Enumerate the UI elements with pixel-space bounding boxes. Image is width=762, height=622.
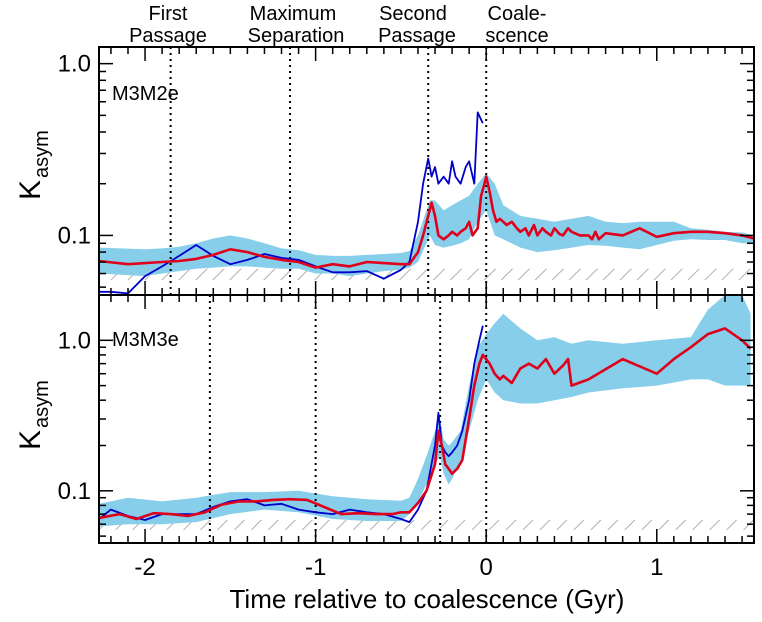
event-label-coalescence-line2: scence bbox=[485, 25, 548, 47]
event-label-first-passage-line1: First bbox=[149, 3, 188, 25]
y-tick-label-bottom: 1.0 bbox=[58, 327, 91, 354]
x-tick-label: -2 bbox=[134, 554, 155, 581]
panel-label-bottom: M3M3e bbox=[112, 329, 179, 351]
event-label-second-passage-line1: Second bbox=[379, 3, 447, 25]
plot-area-top bbox=[99, 47, 754, 295]
ylabel-top-main: K bbox=[14, 180, 47, 200]
threshold-band-bottom bbox=[99, 519, 754, 530]
plot-area-bottom bbox=[99, 295, 754, 543]
series-line-bottom-median bbox=[99, 327, 752, 521]
panel-label-top: M3M2e bbox=[112, 83, 179, 105]
event-label-coalescence-line1: Coale- bbox=[488, 3, 547, 25]
range-band-bottom bbox=[99, 295, 751, 527]
event-label-max-separation-line2: Separation bbox=[248, 25, 345, 47]
y-tick-label-top: 1.0 bbox=[58, 51, 91, 78]
ylabel-bottom: K asym bbox=[14, 380, 53, 450]
series-line-top-median bbox=[99, 175, 754, 269]
event-labels: First Passage Maximum Separation Second … bbox=[129, 3, 549, 47]
threshold-band-top bbox=[99, 268, 754, 281]
x-tick-label: 0 bbox=[480, 554, 493, 581]
x-tick-label: 1 bbox=[650, 554, 663, 581]
event-label-second-passage-line2: Passage bbox=[378, 25, 456, 47]
ylabel-bottom-main: K bbox=[14, 430, 47, 450]
ylabel-top-sub: asym bbox=[31, 130, 53, 178]
ylabel-bottom-sub: asym bbox=[31, 380, 53, 428]
event-label-max-separation-line1: Maximum bbox=[250, 3, 337, 25]
x-tick-label: -1 bbox=[305, 554, 326, 581]
y-tick-label-top: 0.1 bbox=[58, 222, 91, 249]
y-tick-label-bottom: 0.1 bbox=[58, 478, 91, 505]
panel-top: 0.1 1.0 bbox=[58, 46, 755, 296]
event-label-first-passage-line2: Passage bbox=[129, 25, 207, 47]
x-axis-title: Time relative to coalescence (Gyr) bbox=[230, 584, 625, 614]
ylabel-top: K asym bbox=[14, 130, 53, 200]
series-line-top-single bbox=[99, 111, 484, 295]
panel-bottom: 0.1 1.0 -2 -1 0 1 bbox=[58, 294, 755, 581]
